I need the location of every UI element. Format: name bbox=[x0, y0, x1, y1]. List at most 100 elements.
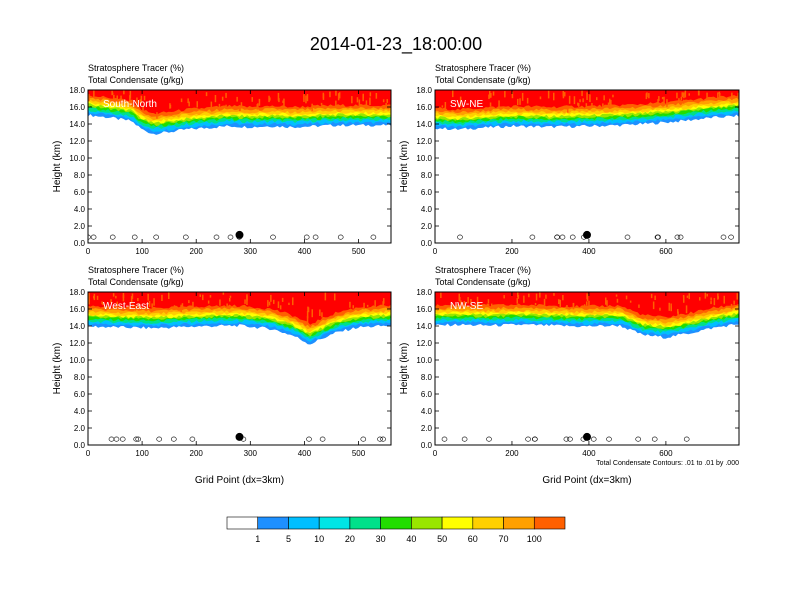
x-tick-label: 400 bbox=[582, 449, 596, 458]
tracer-speckle bbox=[132, 304, 134, 308]
y-tick-label: 18.0 bbox=[69, 288, 85, 297]
colorbar-cell bbox=[533, 516, 566, 530]
x-tick-label: 500 bbox=[352, 247, 366, 256]
tracer-speckle bbox=[320, 102, 323, 106]
tracer-speckle bbox=[382, 99, 385, 103]
tracer-speckle bbox=[338, 92, 341, 99]
y-tick-label: 8.0 bbox=[74, 171, 86, 180]
x-tick-label: 100 bbox=[135, 247, 149, 256]
condensate-contour bbox=[554, 234, 561, 240]
tracer-speckle bbox=[112, 293, 115, 297]
panel-3: West-East Stratosphere Tracer (%) Total Co… bbox=[52, 265, 392, 486]
tracer-speckle bbox=[440, 292, 442, 298]
panel-label: NW-SE bbox=[450, 301, 483, 312]
tracer-speckle bbox=[452, 90, 454, 98]
tracer-speckle bbox=[491, 303, 493, 307]
tracer-speckle bbox=[588, 300, 590, 308]
tracer-speckle bbox=[130, 296, 133, 304]
subtitle-tracer: Stratosphere Tracer (%) bbox=[435, 265, 531, 275]
condensate-contour bbox=[461, 436, 468, 442]
tracer-speckle bbox=[652, 301, 655, 310]
tracer-speckle bbox=[573, 96, 576, 105]
tracer-speckle bbox=[661, 97, 664, 100]
tracer-speckle bbox=[629, 300, 632, 303]
tracer-speckle bbox=[369, 97, 371, 105]
tracer-speckle bbox=[463, 301, 466, 306]
condensate-contour bbox=[532, 436, 538, 442]
tracer-speckle bbox=[526, 97, 529, 104]
tracer-speckle bbox=[581, 90, 583, 97]
condensate-contour bbox=[227, 234, 234, 240]
tracer-speckle bbox=[244, 299, 246, 304]
plot-frame bbox=[434, 291, 740, 446]
tracer-speckle bbox=[517, 292, 519, 298]
tracer-speckle bbox=[585, 103, 588, 109]
condensate-contour bbox=[728, 234, 734, 240]
figure-title: 2014-01-23_18:00:00 bbox=[310, 34, 482, 55]
colorbar-cell bbox=[380, 516, 412, 530]
tracer-speckle bbox=[358, 99, 361, 106]
tracer-speckle bbox=[572, 302, 575, 310]
condensate-contour bbox=[171, 436, 177, 442]
tracer-speckle bbox=[238, 105, 241, 112]
tracer-speckle bbox=[101, 301, 103, 305]
tracer-speckle bbox=[365, 100, 368, 107]
tracer-speckle bbox=[306, 311, 309, 319]
condensate-contour bbox=[529, 234, 536, 240]
y-tick-label: 14.0 bbox=[69, 322, 85, 331]
tracer-speckle bbox=[706, 293, 708, 297]
tracer-speckle bbox=[478, 302, 480, 306]
panel-1: South-North Stratosphere Tracer (%) Total … bbox=[52, 63, 392, 256]
condensate-contour bbox=[567, 436, 573, 442]
tracer-speckle bbox=[562, 295, 564, 301]
y-tick-label: 10.0 bbox=[69, 154, 85, 163]
condensate-contour bbox=[606, 436, 612, 442]
location-marker bbox=[583, 230, 591, 239]
tracer-speckle bbox=[498, 100, 500, 107]
condensate-contour bbox=[153, 234, 159, 240]
condensate-contour bbox=[156, 436, 162, 442]
tracer-speckle bbox=[334, 293, 336, 301]
colorbar-label: 20 bbox=[345, 534, 355, 544]
tracer-speckle bbox=[236, 96, 238, 102]
tracer-speckle bbox=[210, 101, 213, 109]
tracer-speckle bbox=[362, 93, 364, 99]
tracer-speckle bbox=[306, 315, 309, 323]
tracer-speckle bbox=[156, 112, 158, 119]
tracer-speckle bbox=[102, 302, 104, 306]
tracer-speckle bbox=[240, 102, 243, 107]
tracer-speckle bbox=[606, 300, 608, 306]
tracer-speckle bbox=[267, 300, 269, 307]
tracer-speckle bbox=[196, 101, 198, 108]
tracer-speckle bbox=[322, 92, 325, 99]
y-tick-label: 16.0 bbox=[416, 103, 432, 112]
y-tick-label: 4.0 bbox=[421, 407, 433, 416]
condensate-contour bbox=[109, 234, 116, 240]
tracer-speckle bbox=[225, 92, 227, 98]
tracer-speckle bbox=[492, 91, 495, 96]
tracer-speckle bbox=[120, 95, 122, 102]
tracer-speckle bbox=[528, 293, 530, 298]
subtitle-tracer: Stratosphere Tracer (%) bbox=[435, 63, 531, 73]
tracer-speckle bbox=[278, 98, 280, 103]
tracer-speckle bbox=[470, 299, 472, 304]
tracer-speckle bbox=[303, 94, 305, 102]
tracer-speckle bbox=[625, 295, 628, 300]
y-tick-label: 10.0 bbox=[69, 356, 85, 365]
tracer-speckle bbox=[483, 304, 485, 309]
y-tick-label: 12.0 bbox=[416, 137, 432, 146]
tracer-speckle bbox=[205, 92, 208, 97]
colorbar-label: 30 bbox=[376, 534, 386, 544]
tracer-speckle bbox=[615, 294, 618, 297]
tracer-speckle bbox=[657, 99, 659, 103]
tracer-speckle bbox=[677, 309, 679, 314]
tracer-speckle bbox=[539, 292, 541, 298]
condensate-contour bbox=[133, 436, 139, 442]
tracer-speckle bbox=[111, 90, 113, 96]
tracer-speckle bbox=[188, 300, 190, 304]
subtitle-condensate: Total Condensate (g/kg) bbox=[88, 75, 184, 85]
condensate-contour bbox=[377, 436, 383, 442]
x-tick-label: 200 bbox=[190, 247, 204, 256]
tracer-speckle bbox=[180, 304, 182, 313]
